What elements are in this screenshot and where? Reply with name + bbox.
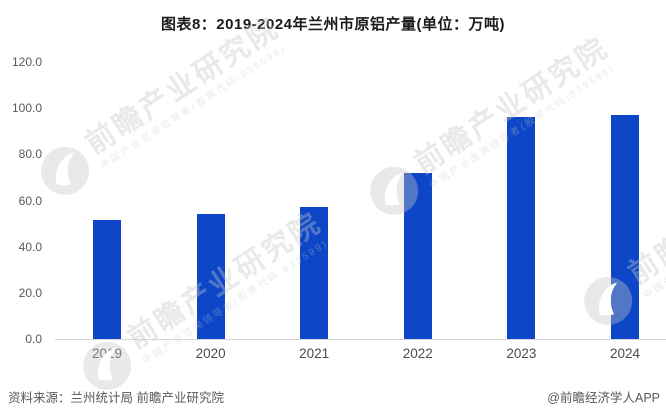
x-axis-line	[55, 339, 666, 340]
credit-note: @前瞻经济学人APP	[547, 391, 660, 405]
x-axis-tick-label: 2021	[299, 346, 330, 361]
y-axis-tick-label: 0.0	[25, 332, 42, 346]
y-axis-tick-label: 40.0	[18, 239, 42, 254]
y-axis-tick-label: 60.0	[18, 193, 42, 208]
bar-2023	[507, 116, 536, 339]
y-axis-tick-label: 120.0	[11, 55, 42, 69]
bar-2021	[300, 207, 329, 339]
x-axis-tick-label: 2023	[506, 346, 537, 361]
y-axis-tick-label: 20.0	[18, 285, 42, 300]
source-note: 资料来源：兰州统计局 前瞻产业研究院	[8, 391, 224, 405]
bar-2024	[611, 115, 639, 339]
x-axis-tick-label: 2022	[402, 346, 433, 361]
bar-2019	[93, 220, 121, 339]
x-axis-tick-label: 2020	[195, 346, 226, 361]
y-axis-tick-label: 80.0	[18, 147, 42, 162]
x-axis-tick-label: 2019	[91, 346, 123, 361]
bar-2020	[196, 213, 225, 339]
x-axis-tick-label: 2024	[609, 346, 641, 361]
y-axis-tick-label: 100.0	[11, 101, 42, 116]
bar-2022	[403, 173, 432, 339]
chart-title: 图表8：2019-2024年兰州市原铝产量(单位：万吨)	[160, 16, 506, 33]
